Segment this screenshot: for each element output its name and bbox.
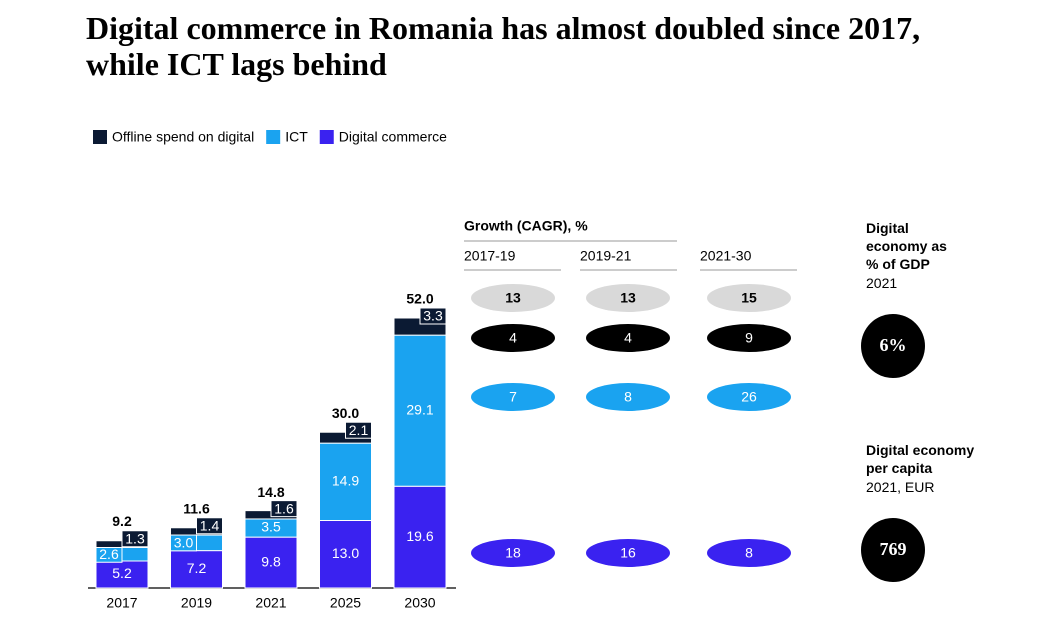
kpi-value: 769 [880, 539, 907, 559]
growth-ellipse [707, 383, 791, 411]
value-label: 2.1 [349, 422, 369, 438]
bar-segment [95, 560, 149, 589]
value-label: 2.6 [99, 546, 119, 562]
value-label: 7.2 [187, 560, 207, 576]
value-label: 3.3 [423, 308, 443, 324]
growth-value: 16 [620, 545, 636, 561]
value-label-box [345, 421, 372, 439]
bar-segment [244, 536, 298, 589]
total-label: 11.6 [183, 500, 210, 516]
growth-ellipse [586, 284, 670, 312]
growth-value: 13 [620, 290, 636, 306]
legend-label: Digital commerce [339, 129, 447, 145]
value-label: 3.5 [261, 519, 281, 535]
value-label: 19.6 [406, 528, 433, 544]
legend-label: Offline spend on digital [112, 129, 254, 145]
value-label: 1.6 [274, 500, 294, 516]
value-label-box [121, 530, 149, 548]
total-label: 14.8 [257, 484, 284, 500]
value-label: 14.9 [332, 473, 359, 489]
gdp-title: Digital economy as % of GDP [866, 220, 947, 272]
growth-value: 18 [505, 545, 521, 561]
kpi-circle [861, 314, 925, 378]
growth-ellipse [471, 284, 555, 312]
growth-value: 15 [741, 290, 757, 306]
kpi-value: 6% [880, 335, 907, 355]
growth-value: 13 [505, 290, 521, 306]
growth-ellipse [707, 324, 791, 352]
x-tick-label: 2019 [181, 595, 212, 611]
total-label: 52.0 [406, 291, 433, 307]
value-label-box [419, 307, 447, 325]
bar-segment [393, 334, 447, 487]
x-tick-label: 2025 [330, 595, 361, 611]
growth-value: 26 [741, 389, 757, 405]
legend-swatch [93, 130, 107, 144]
total-label: 9.2 [112, 513, 132, 529]
value-label: 29.1 [406, 401, 433, 417]
value-label-box [196, 517, 223, 535]
growth-ellipse [707, 284, 791, 312]
value-label: 1.3 [125, 530, 145, 546]
growth-ellipse [471, 539, 555, 567]
growth-ellipse [707, 539, 791, 567]
growth-value: 4 [509, 330, 517, 346]
legend-swatch [319, 130, 334, 144]
kpi-circle [861, 518, 925, 582]
total-label: 30.0 [332, 405, 359, 421]
x-tick-label: 2021 [255, 595, 286, 611]
growth-value: 9 [745, 330, 753, 346]
growth-ellipse [471, 383, 555, 411]
bar-segment [319, 442, 372, 521]
growth-ellipse [586, 383, 670, 411]
legend-label: ICT [285, 129, 308, 145]
growth-title: Growth (CAGR), % [464, 218, 588, 234]
growth-ellipse [586, 324, 670, 352]
growth-ellipse [471, 324, 555, 352]
value-label: 1.4 [200, 517, 220, 533]
growth-ellipse [586, 539, 670, 567]
chart-title: Digital commerce in Romania has almost d… [86, 10, 921, 82]
growth-value: 8 [745, 545, 753, 561]
legend-swatch [266, 130, 281, 144]
x-tick-label: 2030 [404, 595, 435, 611]
value-label: 5.2 [112, 565, 132, 581]
period-label: 2017-19 [464, 248, 516, 264]
x-tick-label: 2017 [106, 595, 137, 611]
period-label: 2021-30 [700, 248, 752, 264]
bar-segment [170, 550, 223, 589]
growth-value: 4 [624, 330, 632, 346]
value-label-box [270, 500, 298, 518]
per-capita-subtitle: 2021, EUR [866, 479, 935, 495]
growth-value: 7 [509, 389, 517, 405]
value-label: 13.0 [332, 545, 359, 561]
gdp-subtitle: 2021 [866, 275, 898, 291]
value-label: 3.0 [174, 535, 194, 551]
per-capita-title: Digital economy per capita [866, 442, 975, 476]
value-label: 9.8 [261, 553, 281, 569]
period-label: 2019-21 [580, 248, 632, 264]
growth-value: 8 [624, 389, 632, 405]
